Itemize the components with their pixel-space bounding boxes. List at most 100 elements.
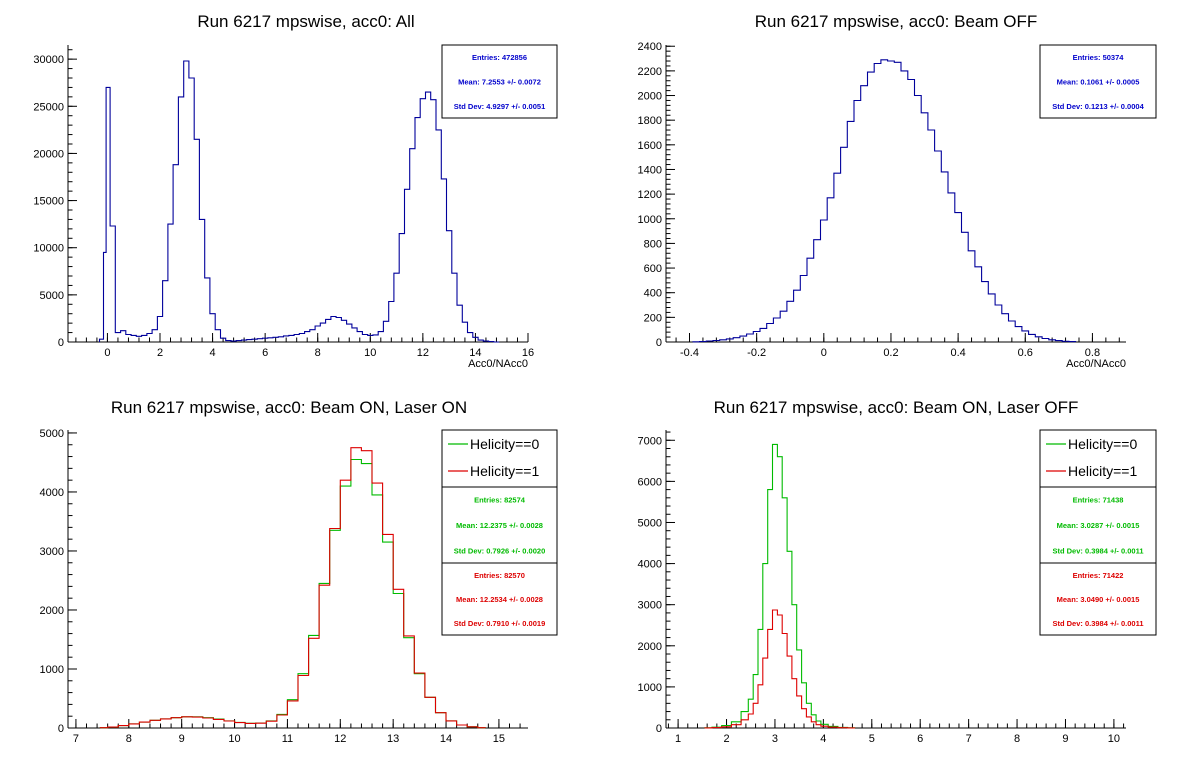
x-tick-label: 13 xyxy=(387,733,399,745)
histogram-panel-all: Run 6217 mpswise, acc0: All Acc0/NAcc0 0… xyxy=(33,12,558,370)
y-tick-label: 5000 xyxy=(638,517,662,529)
histogram-series-line xyxy=(692,59,1077,343)
y-tick-label: 6000 xyxy=(638,476,662,488)
y-tick-label: 400 xyxy=(644,288,662,300)
histogram-series-line xyxy=(704,609,856,729)
stats-box xyxy=(441,562,558,636)
x-tick-label: 7 xyxy=(73,733,79,745)
x-tick-label: 9 xyxy=(1062,733,1068,745)
x-tick-label: -0.4 xyxy=(680,347,699,359)
y-tick-label: 0 xyxy=(656,723,662,735)
stats-text: Entries: 82570 xyxy=(474,571,525,580)
legend-box xyxy=(1039,429,1157,488)
stats-box xyxy=(441,44,558,119)
stats-text: Entries: 71422 xyxy=(1073,571,1124,580)
y-tick-label: 0 xyxy=(656,337,662,349)
stats-text: Entries: 472856 xyxy=(472,53,527,62)
x-tick-label: 11 xyxy=(282,733,293,745)
x-tick-label: 2 xyxy=(723,733,729,745)
histogram-panel-beam-on-laser-on: Run 6217 mpswise, acc0: Beam ON, Laser O… xyxy=(40,398,558,745)
x-tick-label: 15 xyxy=(493,733,505,745)
histogram-series-line xyxy=(98,60,500,343)
y-tick-label: 2000 xyxy=(40,605,64,617)
y-tick-label: 7000 xyxy=(638,435,662,447)
stats-text: Entries: 82574 xyxy=(474,496,526,505)
histogram-series-line xyxy=(704,443,856,729)
stats-text: Mean: 3.0287 +/- 0.0015 xyxy=(1057,521,1140,530)
x-tick-label: -0.2 xyxy=(747,347,766,359)
x-tick-label: 0 xyxy=(104,347,110,359)
panel-title: Run 6217 mpswise, acc0: Beam OFF xyxy=(755,12,1038,31)
x-tick-label: 10 xyxy=(1108,733,1120,745)
stats-text: Std Dev: 0.7926 +/- 0.0020 xyxy=(454,546,546,555)
y-tick-label: 10000 xyxy=(33,243,64,255)
y-tick-label: 0 xyxy=(58,337,64,349)
x-tick-label: 14 xyxy=(440,733,452,745)
y-tick-label: 1400 xyxy=(638,164,662,176)
stats-box xyxy=(1039,44,1157,119)
y-tick-label: 25000 xyxy=(33,101,64,113)
x-tick-label: 7 xyxy=(966,733,972,745)
stats-text: Mean: 12.2534 +/- 0.0028 xyxy=(456,595,543,604)
y-tick-label: 1600 xyxy=(638,140,662,152)
stats-text: Std Dev: 0.1213 +/- 0.0004 xyxy=(1052,102,1144,111)
stats-text: Std Dev: 0.3984 +/- 0.0011 xyxy=(1052,546,1143,555)
histogram-series-line xyxy=(99,447,486,729)
y-tick-label: 200 xyxy=(644,312,662,324)
x-tick-label: 8 xyxy=(1014,733,1020,745)
x-tick-label: 9 xyxy=(179,733,185,745)
y-tick-label: 1000 xyxy=(40,664,64,676)
stats-text: Entries: 50374 xyxy=(1073,53,1125,62)
x-tick-label: 6 xyxy=(917,733,923,745)
stats-box xyxy=(1039,562,1157,636)
legend-label: Helicity==0 xyxy=(1068,436,1137,452)
y-tick-label: 3000 xyxy=(40,546,64,558)
y-tick-label: 1200 xyxy=(638,189,662,201)
x-tick-label: 5 xyxy=(869,733,875,745)
x-tick-label: 1 xyxy=(675,733,681,745)
stats-text: Mean: 3.0490 +/- 0.0015 xyxy=(1057,595,1140,604)
x-tick-label: 4 xyxy=(820,733,826,745)
y-tick-label: 2000 xyxy=(638,91,662,103)
x-tick-label: 16 xyxy=(522,347,534,359)
x-tick-label: 0.6 xyxy=(1018,347,1033,359)
legend-label: Helicity==0 xyxy=(470,436,539,452)
x-tick-label: 3 xyxy=(772,733,778,745)
x-tick-label: 0.4 xyxy=(950,347,965,359)
histogram-series-line xyxy=(99,458,486,729)
y-tick-label: 30000 xyxy=(33,54,64,66)
panel-title: Run 6217 mpswise, acc0: Beam ON, Laser O… xyxy=(111,398,467,417)
legend-label: Helicity==1 xyxy=(1068,463,1137,479)
x-tick-label: 10 xyxy=(228,733,240,745)
x-tick-label: 0.8 xyxy=(1085,347,1100,359)
x-tick-label: 4 xyxy=(210,347,216,359)
y-tick-label: 4000 xyxy=(40,487,64,499)
stats-box xyxy=(441,486,558,564)
x-tick-label: 10 xyxy=(364,347,376,359)
y-tick-label: 2400 xyxy=(638,41,662,53)
x-tick-label: 2 xyxy=(157,347,163,359)
stats-text: Std Dev: 0.7910 +/- 0.0019 xyxy=(454,619,546,628)
x-tick-label: 6 xyxy=(262,347,268,359)
stats-text: Std Dev: 0.3984 +/- 0.0011 xyxy=(1052,619,1143,628)
histogram-panel-beam-off: Run 6217 mpswise, acc0: Beam OFF Acc0/NA… xyxy=(638,12,1157,370)
stats-text: Mean: 7.2553 +/- 0.0072 xyxy=(458,78,541,87)
histogram-panel-beam-on-laser-off: Run 6217 mpswise, acc0: Beam ON, Laser O… xyxy=(638,398,1157,745)
stats-text: Entries: 71438 xyxy=(1073,496,1124,505)
stats-text: Mean: 0.1061 +/- 0.0005 xyxy=(1057,78,1140,87)
x-tick-label: 12 xyxy=(334,733,346,745)
y-tick-label: 5000 xyxy=(40,428,64,440)
y-tick-label: 1800 xyxy=(638,115,662,127)
y-tick-label: 600 xyxy=(644,263,662,275)
y-tick-label: 1000 xyxy=(638,682,662,694)
y-tick-label: 15000 xyxy=(33,196,64,208)
x-tick-label: 8 xyxy=(126,733,132,745)
x-tick-label: 14 xyxy=(469,347,481,359)
stats-box xyxy=(1039,486,1157,564)
y-tick-label: 4000 xyxy=(638,559,662,571)
panel-title: Run 6217 mpswise, acc0: All xyxy=(197,12,414,31)
stats-text: Mean: 12.2375 +/- 0.0028 xyxy=(456,521,543,530)
y-tick-label: 2200 xyxy=(638,66,662,78)
y-tick-label: 1000 xyxy=(638,214,662,226)
